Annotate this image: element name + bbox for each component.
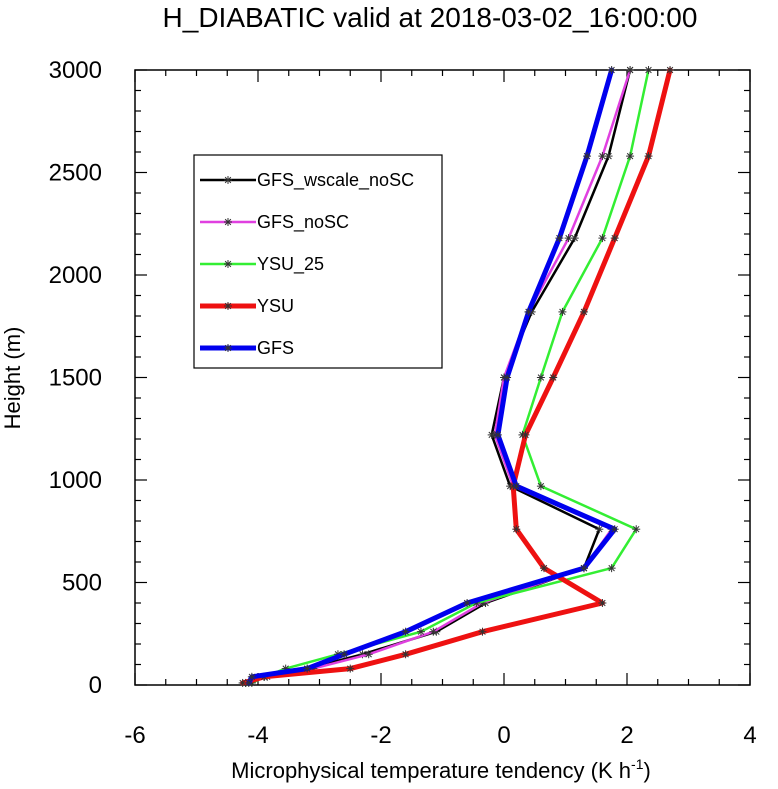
y-tick-label: 3000	[49, 57, 102, 84]
legend-item-ysu: YSU	[200, 296, 294, 316]
data-point-marker	[224, 218, 232, 226]
data-point-marker	[401, 627, 410, 636]
data-point-marker	[598, 599, 607, 607]
data-point-marker	[429, 627, 438, 636]
y-tick-label: 2000	[49, 262, 102, 289]
data-point-marker	[224, 176, 232, 184]
series-layer	[238, 66, 675, 687]
y-tick-label: 1500	[49, 365, 102, 392]
y-tick-label: 0	[89, 672, 102, 699]
y-axis-label: Height (m)	[0, 327, 25, 430]
data-point-marker	[416, 627, 425, 636]
x-axis-label-tail: )	[643, 758, 650, 783]
data-point-marker	[224, 302, 232, 310]
y-tick-label: 1000	[49, 467, 102, 494]
legend-item-ysu-25: YSU_25	[200, 254, 324, 275]
data-point-marker	[536, 373, 545, 382]
data-point-marker	[238, 678, 247, 687]
legend-label: GFS_wscale_noSC	[257, 170, 414, 191]
legend-item-gfs-wscale-nosc: GFS_wscale_noSC	[200, 170, 414, 191]
data-point-marker	[512, 525, 521, 534]
data-point-marker	[539, 564, 548, 573]
data-point-marker	[644, 152, 653, 161]
data-point-marker	[610, 234, 619, 243]
x-tick-label: -6	[124, 722, 145, 749]
y-tick-label: 500	[62, 570, 102, 597]
data-point-marker	[224, 260, 232, 268]
legend-item-gfs-nosc: GFS_noSC	[200, 212, 349, 233]
data-point-marker	[340, 650, 349, 659]
data-point-marker	[555, 234, 564, 243]
x-axis-label-superscript: -1	[631, 756, 644, 772]
data-point-marker	[579, 564, 588, 573]
data-point-marker	[626, 66, 635, 74]
legend-label: YSU_25	[257, 254, 324, 275]
data-point-marker	[536, 482, 545, 491]
x-axis-ticks: -6 -4 -2 0 2 4	[124, 70, 757, 749]
x-axis-label-main: Microphysical temperature tendency (K h	[231, 758, 631, 783]
x-axis-label: Microphysical temperature tendency (K h-…	[231, 756, 651, 783]
x-tick-label: 2	[620, 722, 633, 749]
data-point-marker	[524, 307, 533, 316]
chart-title: H_DIABATIC valid at 2018-03-02_16:00:00	[163, 2, 698, 33]
data-point-marker	[303, 664, 312, 673]
data-point-marker	[666, 66, 675, 74]
data-point-marker	[549, 373, 558, 382]
series-gfs	[244, 66, 619, 687]
data-point-marker	[401, 650, 410, 659]
data-point-marker	[598, 234, 607, 243]
data-point-marker	[503, 373, 512, 382]
data-point-marker	[607, 66, 616, 74]
x-tick-label: -2	[370, 722, 391, 749]
data-point-marker	[610, 525, 619, 534]
legend-item-gfs: GFS	[200, 338, 294, 358]
legend-box	[193, 154, 443, 369]
legend-label: GFS_noSC	[257, 212, 349, 233]
data-point-marker	[644, 66, 653, 74]
data-point-marker	[583, 152, 592, 161]
data-point-marker	[244, 678, 253, 687]
data-point-marker	[626, 152, 635, 161]
series-ysu	[238, 66, 675, 687]
data-point-marker	[521, 430, 530, 439]
y-tick-label: 2500	[49, 160, 102, 187]
data-point-marker	[346, 664, 355, 673]
data-point-marker	[598, 152, 607, 161]
data-point-marker	[558, 307, 567, 316]
data-point-marker	[512, 482, 521, 491]
legend-label: YSU	[257, 296, 294, 316]
legend-label: GFS	[257, 338, 294, 358]
data-point-marker	[247, 672, 256, 681]
data-point-marker	[224, 344, 232, 352]
data-point-marker	[632, 525, 641, 534]
legend: GFS_wscale_noSC GFS_noSC YSU_25 YSU GFS	[200, 170, 414, 358]
data-point-marker	[564, 234, 573, 243]
y-axis-ticks: 0 500 1000 1500 2000 2500 3000	[49, 57, 750, 699]
data-point-marker	[595, 525, 604, 534]
x-tick-label: 4	[743, 722, 756, 749]
data-point-marker	[579, 307, 588, 316]
data-point-marker	[493, 430, 502, 439]
data-point-marker	[478, 627, 487, 636]
x-tick-label: 0	[497, 722, 510, 749]
data-point-marker	[364, 650, 373, 659]
data-point-marker	[463, 599, 472, 607]
x-tick-label: -4	[247, 722, 268, 749]
data-point-marker	[607, 564, 616, 573]
